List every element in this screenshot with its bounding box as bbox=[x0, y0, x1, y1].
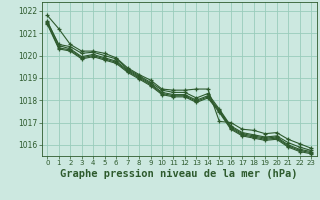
X-axis label: Graphe pression niveau de la mer (hPa): Graphe pression niveau de la mer (hPa) bbox=[60, 169, 298, 179]
